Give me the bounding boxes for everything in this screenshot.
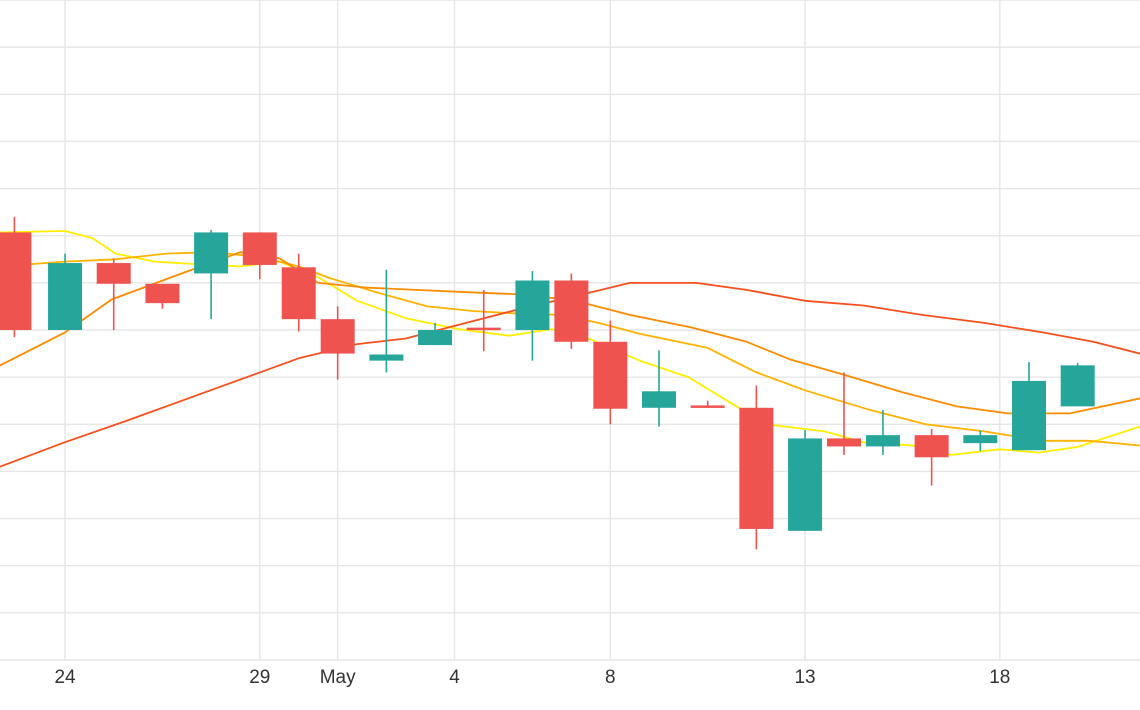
candle-body (48, 263, 83, 330)
candle-up (788, 429, 823, 531)
candle-down (242, 232, 277, 280)
candle-body (739, 407, 774, 529)
horizontal-gridlines (0, 0, 1140, 661)
candle-body (418, 330, 453, 346)
candle-body (690, 405, 725, 408)
candle-down (145, 283, 180, 309)
candle-body (0, 232, 32, 330)
candle-body (242, 232, 277, 265)
candle-body (826, 438, 861, 447)
candle-down (0, 216, 32, 338)
candle-down (554, 273, 589, 349)
candle-body (641, 391, 676, 408)
candle-body (1060, 365, 1095, 407)
candle-body (194, 232, 229, 274)
candles (0, 216, 1095, 550)
candle-body (865, 435, 900, 447)
x-tick-label: 4 (449, 667, 460, 688)
candle-up (963, 430, 998, 452)
x-tick-label: 18 (989, 667, 1010, 688)
x-tick-label: 13 (794, 667, 815, 688)
candle-body (281, 267, 316, 320)
candle-body (593, 341, 628, 409)
candle-body (554, 280, 589, 342)
candle-down (690, 400, 725, 408)
candle-body (1011, 380, 1046, 451)
candle-down (281, 253, 316, 332)
candle-up (865, 410, 900, 455)
moving-average-line-1 (0, 230, 1140, 456)
candle-up (515, 271, 550, 361)
candle-up (641, 350, 676, 427)
candle-body (96, 263, 131, 284)
x-tick-label: 29 (249, 667, 270, 688)
x-tick-label: 8 (605, 667, 616, 688)
candle-body (914, 435, 949, 458)
candle-down (739, 385, 774, 550)
candle-down (593, 320, 628, 425)
candle-up (1060, 363, 1095, 407)
candle-down (320, 306, 355, 380)
x-tick-label: May (320, 667, 356, 688)
candle-down (96, 258, 131, 330)
candle-up (369, 269, 404, 373)
candle-up (48, 253, 83, 330)
moving-average-lines (0, 230, 1140, 468)
candle-body (466, 327, 501, 331)
candle-up (194, 230, 229, 320)
candle-body (963, 435, 998, 444)
candle-body (788, 438, 823, 531)
candle-body (320, 319, 355, 354)
candle-up (418, 322, 453, 346)
candle-down (826, 372, 861, 455)
x-tick-label: 24 (54, 667, 76, 688)
candle-body (515, 280, 550, 330)
candle-down (914, 429, 949, 486)
candle-body (369, 354, 404, 361)
x-axis-tick-labels: 24 29 May 4 8 13 18 (54, 667, 1010, 688)
candle-up (1011, 362, 1046, 451)
candle-down (466, 289, 501, 352)
candle-body (145, 283, 180, 304)
